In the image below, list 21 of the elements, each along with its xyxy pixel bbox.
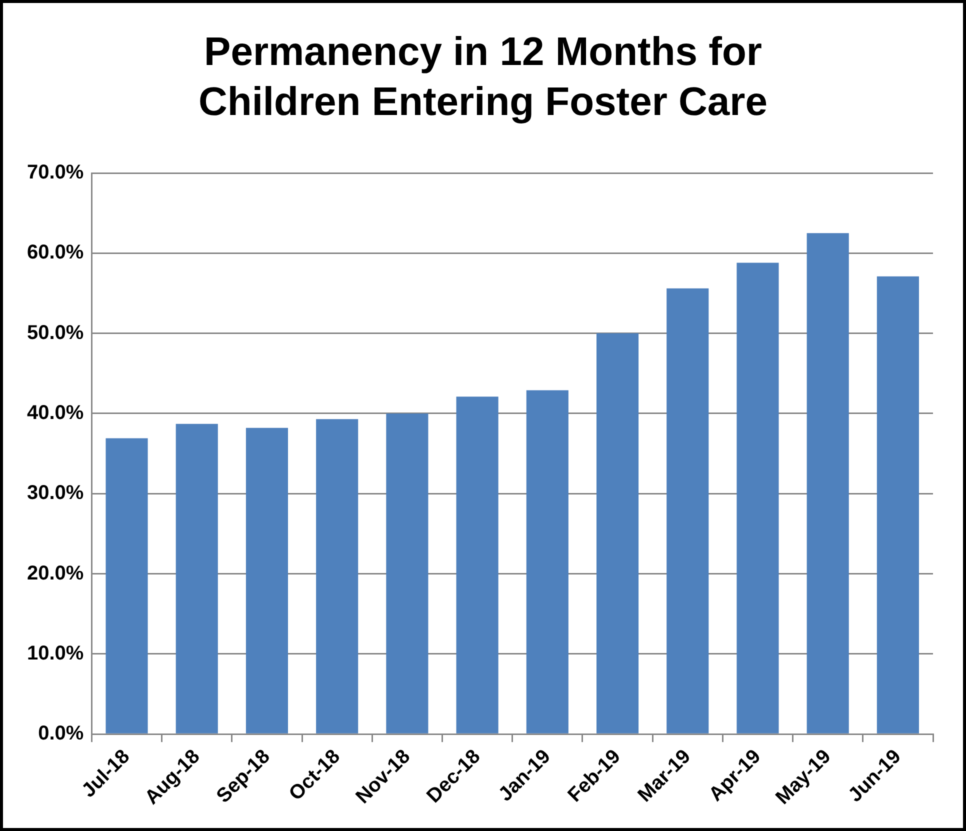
bar bbox=[526, 390, 568, 734]
chart-title: Permanency in 12 Months for Children Entering Foster Care bbox=[198, 29, 768, 126]
bar bbox=[316, 419, 358, 734]
y-tick-label: 10.0% bbox=[26, 642, 84, 664]
y-tick-label: 40.0% bbox=[26, 402, 84, 424]
bar bbox=[386, 413, 428, 734]
bar bbox=[106, 438, 148, 734]
bar bbox=[176, 424, 218, 734]
y-tick-label: 70.0% bbox=[26, 162, 84, 184]
y-tick-label: 30.0% bbox=[26, 482, 84, 504]
y-tick-label: 0.0% bbox=[38, 722, 84, 745]
y-tick-label: 60.0% bbox=[26, 242, 84, 264]
bar bbox=[736, 262, 779, 734]
y-tick-label: 20.0% bbox=[26, 562, 84, 584]
bar bbox=[806, 233, 849, 734]
y-tick-label: 50.0% bbox=[26, 322, 84, 344]
bar bbox=[596, 333, 639, 734]
bar bbox=[246, 428, 288, 734]
bar bbox=[666, 288, 709, 734]
bar bbox=[876, 276, 919, 734]
bar bbox=[456, 396, 498, 734]
